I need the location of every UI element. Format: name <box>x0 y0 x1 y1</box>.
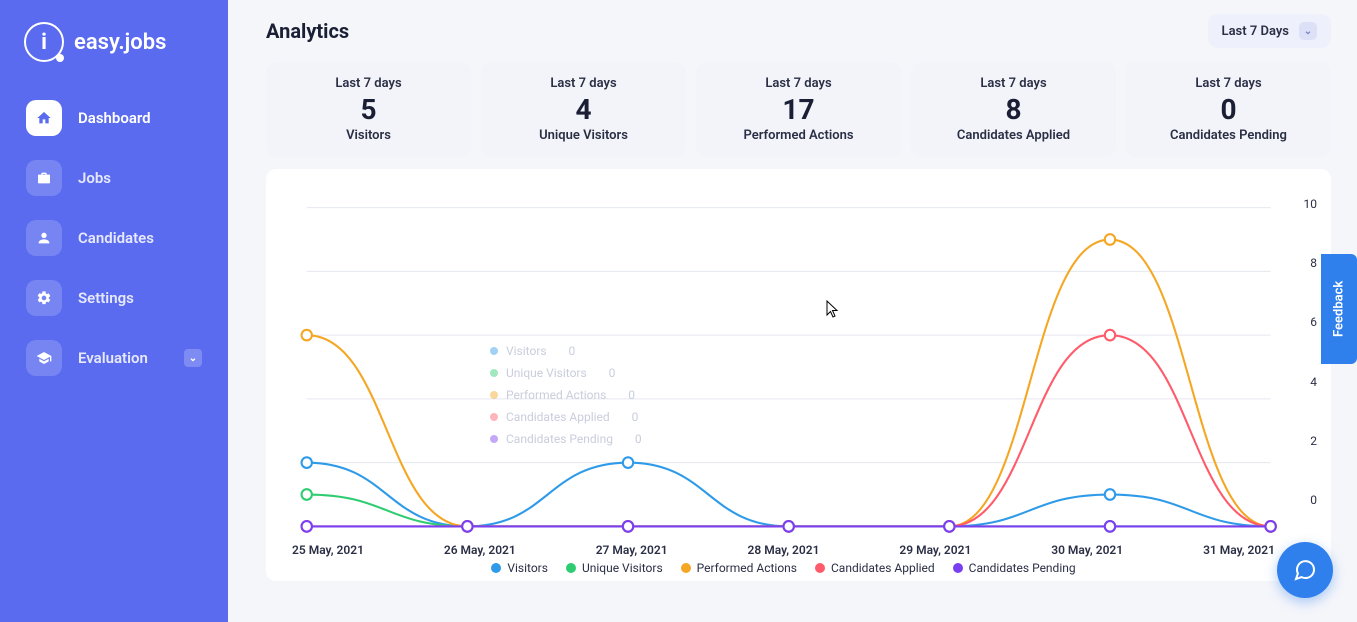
main-content: Analytics Last 7 Days ⌄ Last 7 days 5 Vi… <box>228 0 1357 622</box>
chat-fab-button[interactable] <box>1277 542 1333 598</box>
y-tick-label: 6 <box>1310 315 1317 329</box>
metric-period: Last 7 days <box>489 76 678 91</box>
page-title: Analytics <box>266 19 349 43</box>
metric-period: Last 7 days <box>1134 76 1323 91</box>
legend-item[interactable]: Performed Actions <box>681 561 797 575</box>
x-tick-label: 25 May, 2021 <box>292 543 364 557</box>
metric-card[interactable]: Last 7 days 4 Unique Visitors <box>481 62 686 157</box>
chart-legend: Visitors Unique Visitors Performed Actions… <box>286 561 1281 575</box>
metric-card[interactable]: Last 7 days 8 Candidates Applied <box>911 62 1116 157</box>
briefcase-icon <box>26 160 62 196</box>
x-tick-label: 30 May, 2021 <box>1051 543 1123 557</box>
page-header: Analytics Last 7 Days ⌄ <box>266 14 1331 48</box>
y-tick-label: 4 <box>1310 375 1317 389</box>
metric-label: Performed Actions <box>704 128 893 143</box>
line-chart-svg <box>286 197 1281 537</box>
legend-label: Candidates Applied <box>831 561 935 575</box>
sidebar-nav: Dashboard Jobs Candidates Settings Evalu… <box>16 92 212 384</box>
home-icon <box>26 100 62 136</box>
x-tick-label: 28 May, 2021 <box>748 543 820 557</box>
y-tick-label: 0 <box>1310 493 1317 507</box>
metric-label: Candidates Applied <box>919 128 1108 143</box>
legend-dot-icon <box>681 563 691 573</box>
sidebar-item-label: Jobs <box>78 169 111 187</box>
gear-icon <box>26 280 62 316</box>
sidebar-item-label: Evaluation <box>78 349 148 367</box>
legend-item[interactable]: Visitors <box>491 561 548 575</box>
legend-label: Visitors <box>507 561 548 575</box>
legend-dot-icon <box>815 563 825 573</box>
brand-logo-icon: i <box>24 22 64 62</box>
sidebar-item-jobs[interactable]: Jobs <box>16 152 212 204</box>
metric-value: 17 <box>704 93 893 126</box>
metric-period: Last 7 days <box>919 76 1108 91</box>
brand-logo[interactable]: i easy.jobs <box>16 22 212 62</box>
legend-item[interactable]: Unique Visitors <box>566 561 663 575</box>
y-tick-label: 8 <box>1310 256 1317 270</box>
analytics-chart: 10 8 6 4 2 0 25 May, 2021 26 May, 2021 27 May, … <box>266 169 1331 581</box>
metric-period: Last 7 days <box>704 76 893 91</box>
metric-card[interactable]: Last 7 days 0 Candidates Pending <box>1126 62 1331 157</box>
legend-dot-icon <box>953 563 963 573</box>
graduation-icon <box>26 340 62 376</box>
metric-label: Visitors <box>274 128 463 143</box>
chart-y-axis-labels: 10 8 6 4 2 0 <box>1304 197 1318 507</box>
sidebar-item-candidates[interactable]: Candidates <box>16 212 212 264</box>
x-tick-label: 27 May, 2021 <box>596 543 668 557</box>
brand-name: easy.jobs <box>74 30 166 55</box>
legend-label: Performed Actions <box>697 561 797 575</box>
legend-dot-icon <box>566 563 576 573</box>
sidebar-item-label: Dashboard <box>78 109 151 127</box>
chat-icon <box>1293 558 1317 582</box>
metric-label: Unique Visitors <box>489 128 678 143</box>
metric-label: Candidates Pending <box>1134 128 1323 143</box>
metric-value: 0 <box>1134 93 1323 126</box>
sidebar-item-settings[interactable]: Settings <box>16 272 212 324</box>
x-tick-label: 26 May, 2021 <box>444 543 516 557</box>
sidebar-item-evaluation[interactable]: Evaluation ⌄ <box>16 332 212 384</box>
x-tick-label: 31 May, 2021 <box>1203 543 1275 557</box>
legend-label: Candidates Pending <box>969 561 1076 575</box>
date-range-label: Last 7 Days <box>1222 24 1289 39</box>
date-range-select[interactable]: Last 7 Days ⌄ <box>1208 14 1331 48</box>
chevron-down-icon: ⌄ <box>1299 22 1317 40</box>
sidebar: i easy.jobs Dashboard Jobs Candidates Se… <box>0 0 228 622</box>
chevron-down-icon: ⌄ <box>184 349 202 367</box>
chart-x-axis-labels: 25 May, 2021 26 May, 2021 27 May, 2021 28 M… <box>286 543 1281 557</box>
legend-label: Unique Visitors <box>582 561 663 575</box>
legend-dot-icon <box>491 563 501 573</box>
legend-item[interactable]: Candidates Pending <box>953 561 1076 575</box>
sidebar-item-label: Settings <box>78 289 134 307</box>
metric-period: Last 7 days <box>274 76 463 91</box>
metric-card[interactable]: Last 7 days 17 Performed Actions <box>696 62 901 157</box>
y-tick-label: 10 <box>1304 197 1318 211</box>
feedback-tab[interactable]: Feedback <box>1321 254 1357 364</box>
metric-card[interactable]: Last 7 days 5 Visitors <box>266 62 471 157</box>
metric-value: 8 <box>919 93 1108 126</box>
y-tick-label: 2 <box>1310 434 1317 448</box>
sidebar-item-label: Candidates <box>78 229 154 247</box>
x-tick-label: 29 May, 2021 <box>899 543 971 557</box>
legend-item[interactable]: Candidates Applied <box>815 561 935 575</box>
sidebar-item-dashboard[interactable]: Dashboard <box>16 92 212 144</box>
metric-cards: Last 7 days 5 VisitorsLast 7 days 4 Uniq… <box>266 62 1331 157</box>
user-icon <box>26 220 62 256</box>
metric-value: 5 <box>274 93 463 126</box>
metric-value: 4 <box>489 93 678 126</box>
